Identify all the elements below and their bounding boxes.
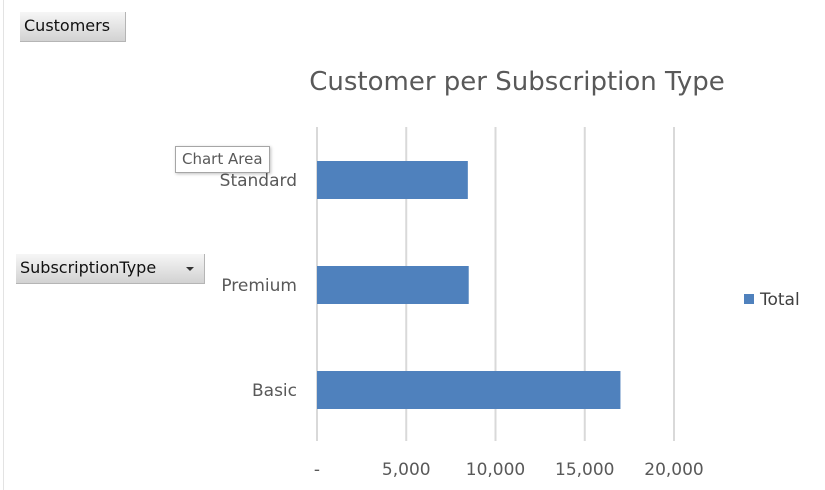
bar-standard <box>317 161 468 199</box>
customers-field-button[interactable]: Customers <box>20 12 126 42</box>
bars <box>317 161 621 409</box>
worksheet-edge <box>3 0 4 490</box>
dropdown-arrow-icon[interactable] <box>186 267 194 271</box>
bar-premium <box>317 266 469 304</box>
x-tick-labels: - 5,000 10,000 15,000 20,000 <box>314 460 704 480</box>
legend-label-total: Total <box>759 290 800 310</box>
x-tick-label-3: 15,000 <box>555 460 614 480</box>
chart-area-tooltip: Chart Area <box>175 146 270 173</box>
category-label-premium: Premium <box>221 276 297 296</box>
bar-basic <box>317 371 621 409</box>
x-tick-label-4: 20,000 <box>644 460 703 480</box>
subscription-type-field-label: SubscriptionType <box>20 258 157 277</box>
x-tick-label-0: - <box>314 460 320 480</box>
category-label-basic: Basic <box>252 381 297 401</box>
legend: Total <box>744 290 800 310</box>
category-label-standard: Standard <box>220 171 297 191</box>
subscription-type-field-button[interactable]: SubscriptionType <box>16 254 205 284</box>
category-labels: Standard Premium Basic <box>220 171 297 401</box>
x-tick-label-2: 10,000 <box>466 460 525 480</box>
customers-field-label: Customers <box>24 16 111 35</box>
legend-swatch <box>744 294 754 304</box>
x-tick-label-1: 5,000 <box>382 460 431 480</box>
tooltip-text: Chart Area <box>182 150 263 168</box>
chart-title: Customer per Subscription Type <box>309 67 725 97</box>
